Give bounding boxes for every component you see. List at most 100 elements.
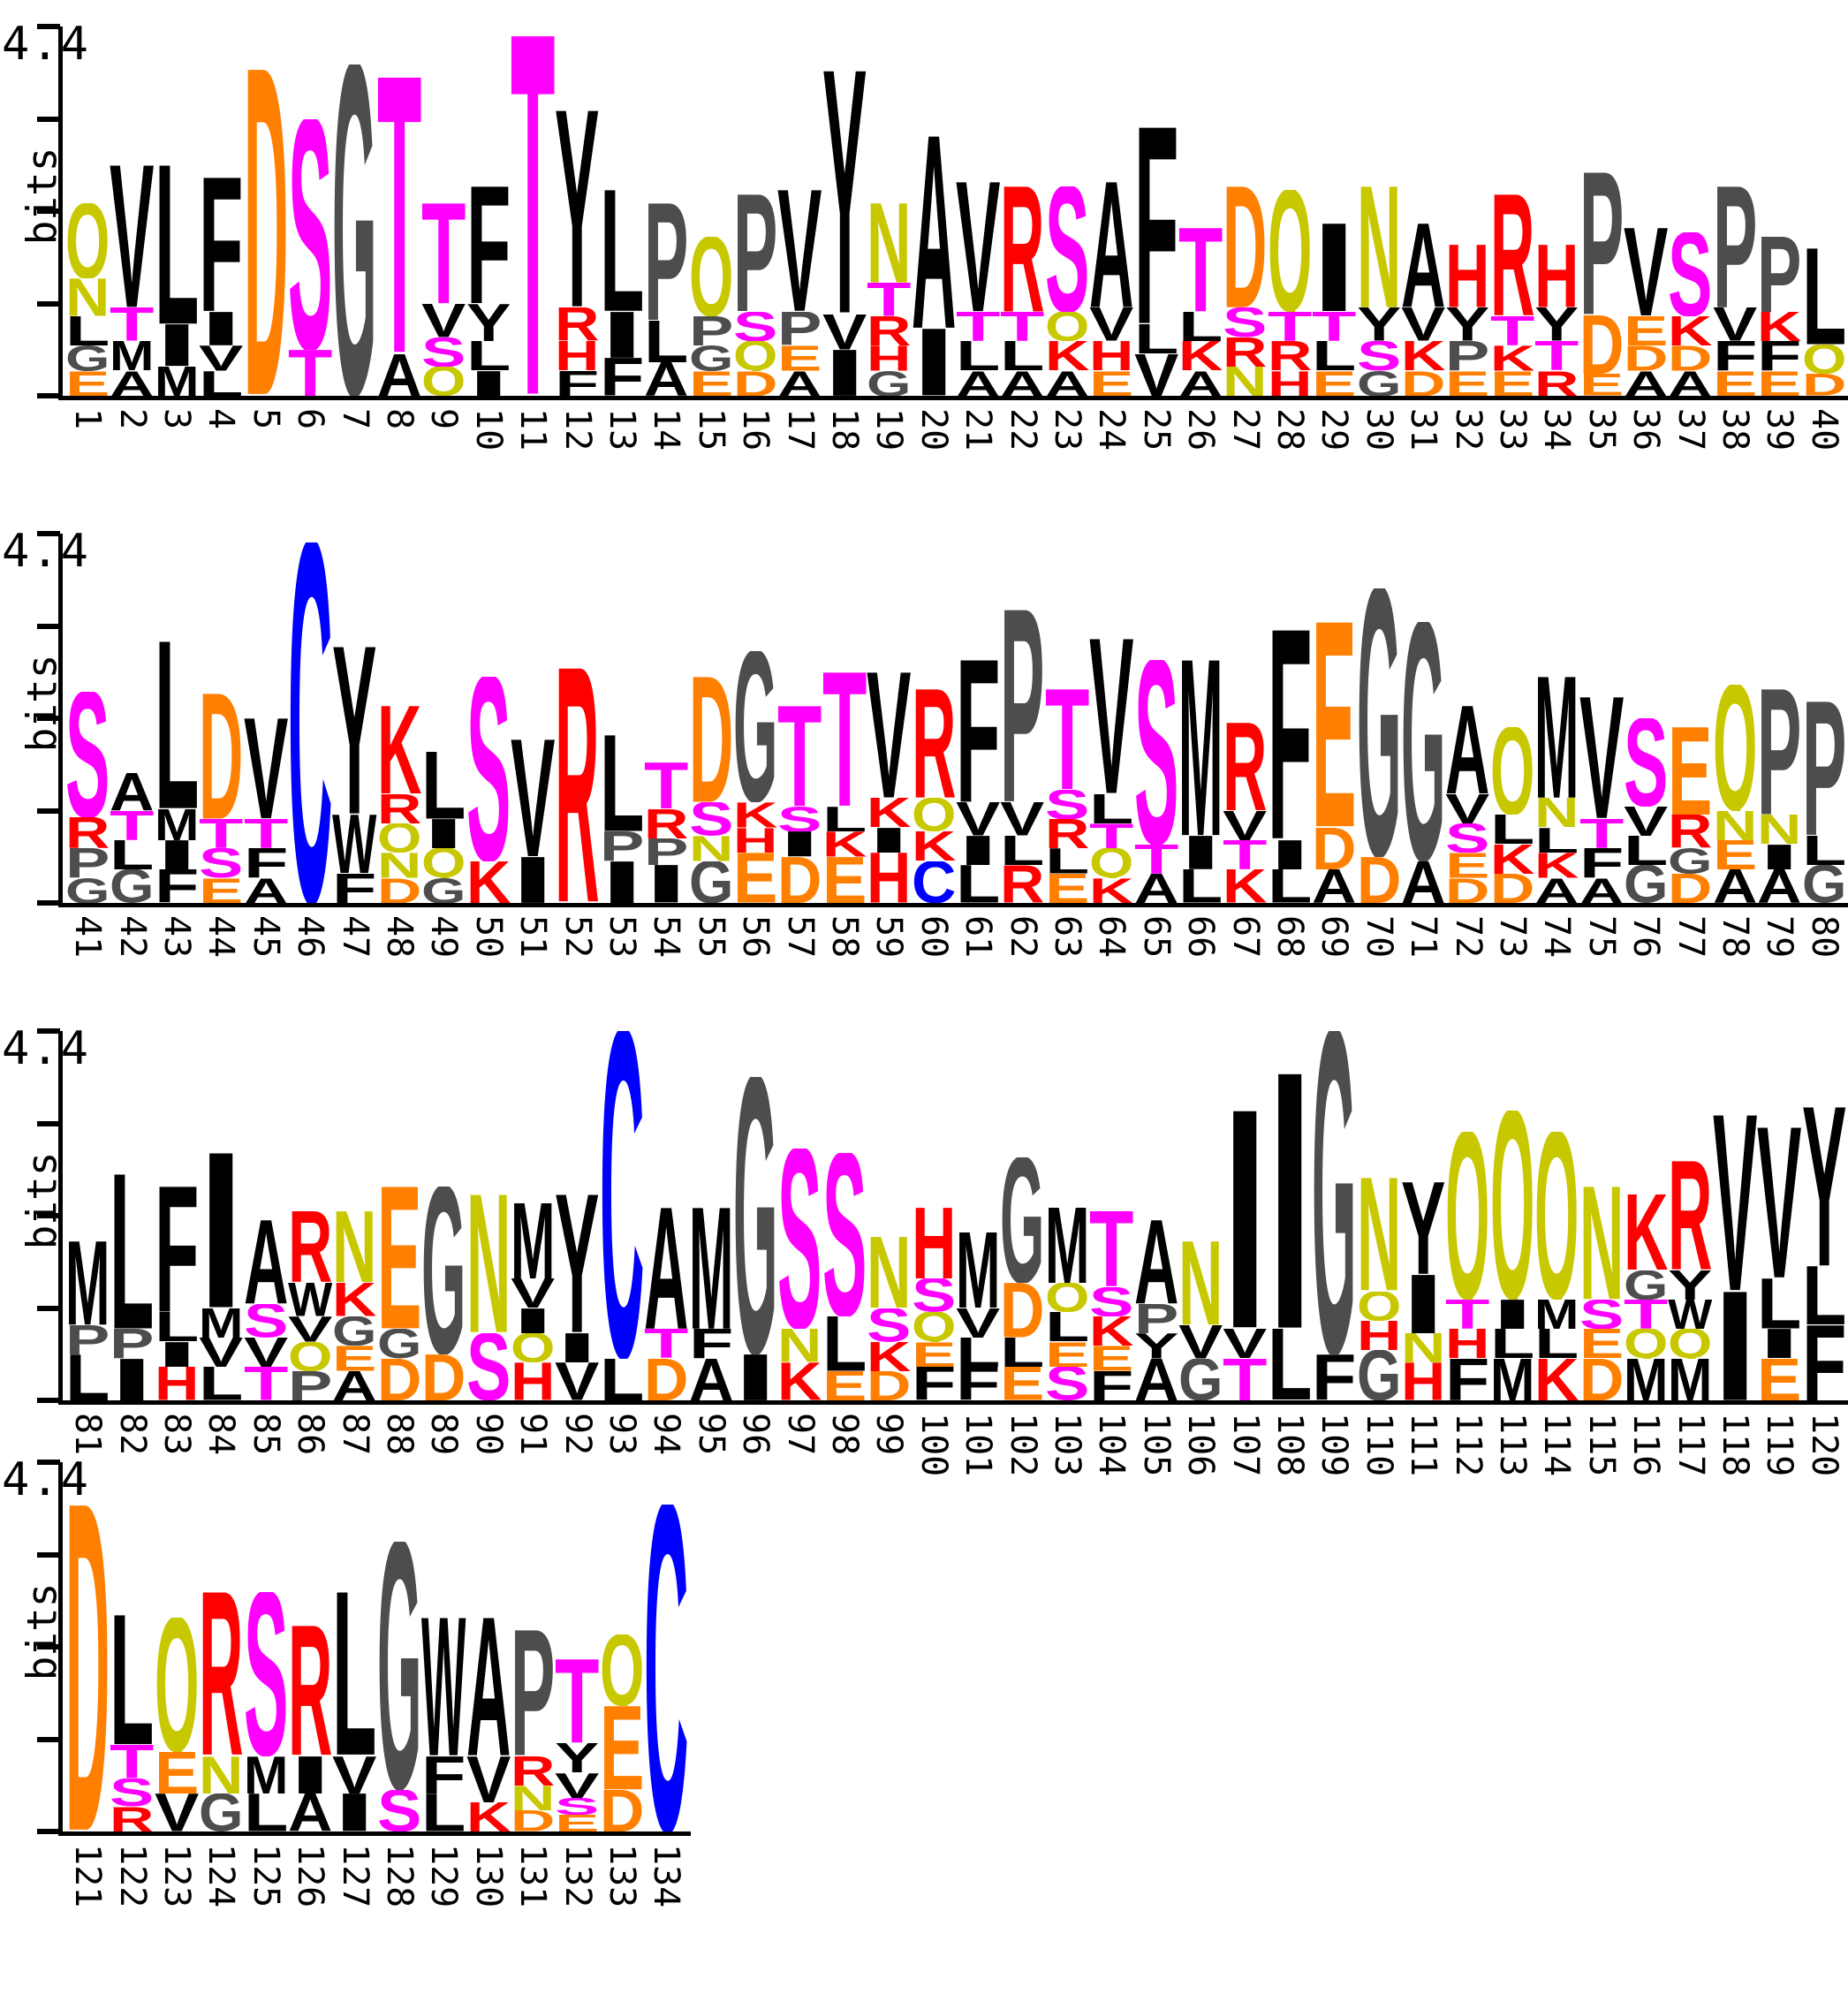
svg-text:N: N [332,1211,376,1283]
logo-letter-A-pos-105: A [1134,1359,1178,1401]
logo-letter-F-pos-68: F [1268,630,1312,840]
x-tick-label-86: 86 [290,1413,331,1456]
svg-text:G: G [867,371,911,397]
logo-letter-N-pos-111: N [1401,1333,1445,1362]
y-axis-line [58,1031,63,1400]
logo-letter-A-pos-24: A [1089,182,1133,308]
logo-letter-W-pos-86: W [288,1283,332,1316]
svg-text:N: N [377,853,421,878]
svg-text:L: L [822,807,867,832]
y-axis-tick [37,1551,60,1558]
logo-letter-S-pos-27: S [1223,307,1267,337]
svg-text:L: L [110,1615,154,1745]
logo-letter-G-pos-70: G [1357,588,1401,857]
logo-letter-V-pos-38: V [1713,307,1757,341]
logo-letter-L-pos-49: L [421,752,466,819]
logo-letter-T-pos-64: T [1089,823,1133,849]
logo-letter-L-pos-22: L [1000,341,1044,370]
svg-text:N: N [1357,186,1401,308]
svg-text:F: F [199,178,243,312]
svg-text:L: L [466,341,511,370]
x-tick-label-2: 2 [111,408,153,430]
svg-text:V: V [956,1308,1000,1338]
svg-text:K: K [1490,845,1534,874]
x-tick-label-129: 129 [423,1844,465,1908]
logo-letter-Y-pos-111: Y [1401,1182,1445,1275]
svg-text:L: L [956,865,1000,903]
logo-letter-A-pos-94: A [644,1208,688,1330]
logo-letter-V-pos-17: V [777,190,822,312]
svg-text:A: A [912,136,956,330]
svg-text:Q: Q [912,798,956,831]
svg-text:L: L [1490,815,1534,844]
x-tick-label-84: 84 [201,1413,242,1456]
svg-text:T: T [644,762,688,808]
logo-letter-I-pos-91: I [511,1308,555,1334]
svg-text:T: T [1134,845,1178,874]
logo-letter-K-pos-67: K [1223,869,1267,903]
svg-text:E: E [1579,374,1624,396]
svg-text:F: F [1089,1371,1133,1400]
x-tick-label-109: 109 [1314,1413,1355,1477]
svg-text:S: S [65,692,110,818]
svg-text:N: N [867,203,911,283]
logo-letter-F-pos-61: F [956,660,1000,803]
x-tick-label-111: 111 [1403,1413,1444,1477]
logo-letter-I-pos-10: I [466,371,511,397]
x-tick-label-116: 116 [1625,1413,1667,1477]
x-tick-label-16: 16 [735,408,776,451]
svg-text:N: N [466,1194,511,1333]
svg-text:D: D [1312,828,1356,870]
logo-letter-R-pos-22: R [1000,186,1044,313]
logo-letter-I-pos-49: I [421,819,466,848]
svg-text:I: I [912,329,956,396]
logo-letter-E-pos-102: E [1000,1367,1044,1400]
x-tick-label-81: 81 [67,1413,109,1456]
logo-letter-G-pos-56: G [733,651,777,802]
svg-text:H: H [1401,1362,1445,1400]
logo-letter-M-pos-84: M [199,1308,243,1338]
svg-text:T: T [1178,228,1223,312]
logo-letter-K-pos-59: K [867,798,911,827]
logo-letter-Y-pos-92: Y [555,1194,599,1333]
logo-letter-Q-pos-40: Q [1802,345,1846,374]
svg-text:E: E [777,345,822,371]
logo-letter-T-pos-107: T [1223,1359,1267,1401]
logo-letter-E-pos-69: E [1312,622,1356,828]
logo-letter-L-pos-40: L [1802,248,1846,345]
svg-text:I: I [199,1153,243,1308]
svg-text:T: T [1089,1211,1133,1287]
svg-text:V: V [466,1756,511,1802]
svg-text:E: E [1713,840,1757,869]
logo-letter-M-pos-114: M [1534,1300,1579,1329]
svg-text:A: A [1089,182,1133,308]
logo-letter-V-pos-92: V [555,1362,599,1400]
svg-text:D: D [1445,878,1489,904]
logo-letter-D-pos-121: D [65,1505,110,1832]
y-axis-tick [37,716,60,721]
logo-letter-T-pos-19: T [867,283,911,316]
x-tick-label-94: 94 [646,1413,687,1456]
svg-text:A: A [1401,224,1445,307]
x-tick-label-98: 98 [824,1413,865,1456]
svg-text:H: H [1534,245,1579,307]
logo-letter-K-pos-116: K [1624,1194,1668,1270]
svg-text:E: E [733,853,777,903]
logo-letter-K-pos-87: K [332,1283,376,1316]
logo-letter-H-pos-59: H [867,853,911,903]
svg-text:Q: Q [1490,727,1534,815]
svg-text:Q: Q [377,823,421,853]
x-tick-label-27: 27 [1224,408,1266,451]
logo-letter-G-pos-15: G [689,345,733,371]
svg-text:L: L [332,1592,376,1756]
logo-letter-E-pos-100: E [912,1342,956,1368]
x-tick-label-134: 134 [646,1844,687,1908]
logo-letter-T-pos-11: T [511,35,555,397]
svg-text:A: A [244,1220,288,1304]
